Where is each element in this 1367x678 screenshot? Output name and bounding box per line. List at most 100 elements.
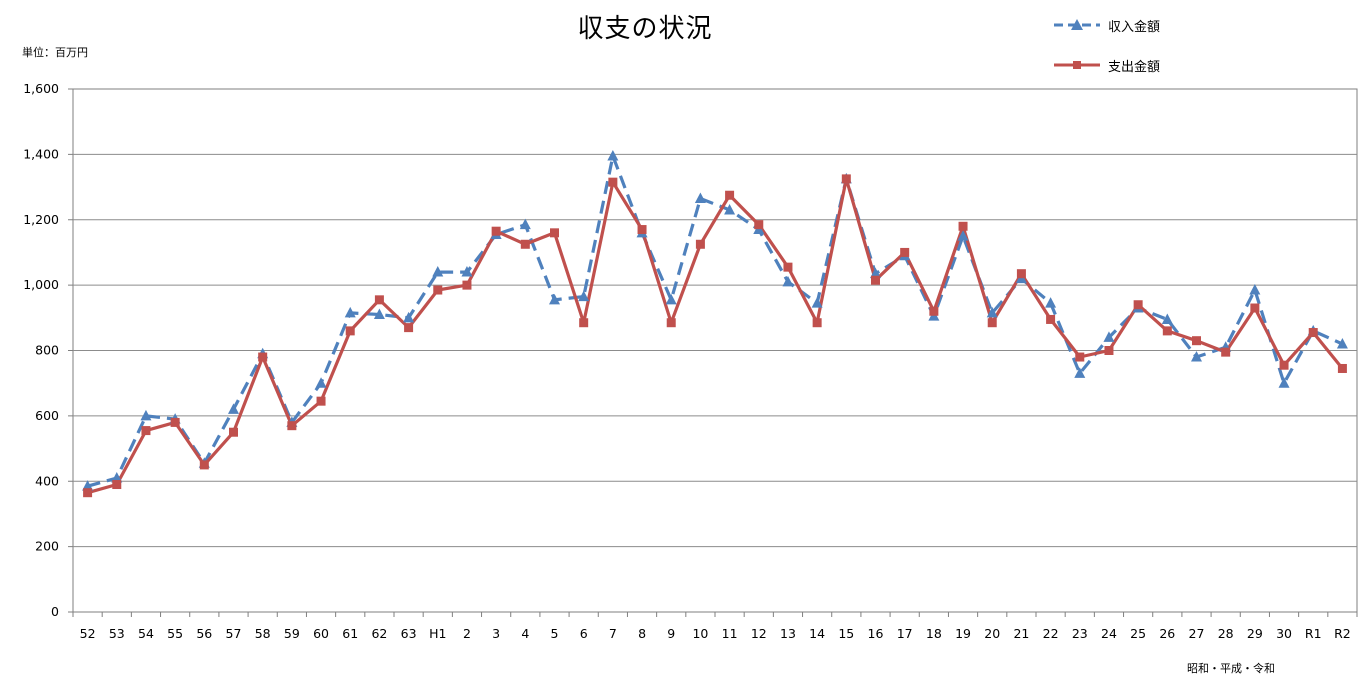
x-tick-label: 54 bbox=[138, 626, 154, 641]
x-tick-label: 30 bbox=[1276, 626, 1292, 641]
x-tick-label: 18 bbox=[926, 626, 942, 641]
data-point-income bbox=[82, 480, 94, 491]
data-point-expense bbox=[229, 427, 238, 437]
data-point-expense bbox=[1104, 346, 1114, 355]
data-point-expense bbox=[83, 488, 93, 498]
data-point-expense bbox=[1016, 269, 1026, 279]
y-tick-label: 1,600 bbox=[23, 81, 59, 96]
y-tick-label: 1,400 bbox=[23, 146, 59, 161]
x-tick-label: 57 bbox=[226, 626, 242, 641]
x-tick-label: 13 bbox=[780, 626, 796, 641]
data-point-income bbox=[694, 192, 706, 204]
data-point-expense bbox=[1192, 336, 1201, 346]
data-point-expense bbox=[141, 426, 151, 436]
data-point-expense bbox=[958, 221, 968, 231]
legend: 収入金額 支出金額 bbox=[1052, 14, 1160, 94]
data-point-expense bbox=[812, 318, 822, 328]
data-point-expense bbox=[199, 460, 209, 470]
data-point-income bbox=[228, 403, 239, 414]
x-tick-label: 55 bbox=[167, 626, 183, 641]
x-tick-label: 12 bbox=[751, 626, 767, 641]
data-point-expense bbox=[900, 247, 910, 257]
x-tick-label: 6 bbox=[580, 626, 588, 641]
x-tick-label: 16 bbox=[868, 626, 884, 641]
data-point-income bbox=[111, 471, 123, 483]
data-point-income bbox=[403, 311, 415, 323]
data-point-expense bbox=[871, 275, 880, 285]
legend-label-expense: 支出金額 bbox=[1108, 59, 1161, 75]
data-point-expense bbox=[287, 421, 297, 431]
data-point-expense bbox=[841, 174, 851, 184]
data-point-expense bbox=[725, 190, 735, 200]
data-point-income bbox=[607, 150, 619, 161]
data-point-expense bbox=[579, 318, 589, 328]
y-tick-label: 200 bbox=[35, 539, 59, 554]
x-tick-label: 17 bbox=[897, 626, 913, 641]
legend-swatch-expense bbox=[1054, 61, 1100, 69]
data-point-income bbox=[1074, 367, 1086, 378]
data-point-income bbox=[578, 290, 590, 302]
data-point-expense bbox=[520, 239, 530, 249]
data-point-expense bbox=[695, 239, 705, 249]
data-point-expense bbox=[987, 318, 997, 328]
x-tick-label: 63 bbox=[401, 626, 417, 641]
x-tick-label: 26 bbox=[1159, 626, 1175, 641]
data-point-income bbox=[986, 306, 998, 318]
x-tick-label: 15 bbox=[838, 626, 854, 641]
data-point-income bbox=[461, 266, 473, 277]
data-point-expense bbox=[433, 285, 443, 295]
data-point-expense bbox=[783, 262, 793, 272]
data-point-income bbox=[957, 230, 969, 241]
x-tick-label: 59 bbox=[284, 626, 300, 641]
data-point-expense bbox=[1162, 326, 1172, 336]
legend-item-expense: 支出金額 bbox=[1052, 54, 1160, 76]
x-tick-label: 14 bbox=[809, 626, 825, 641]
data-point-income bbox=[1336, 337, 1348, 349]
y-tick-label: 0 bbox=[51, 604, 59, 619]
data-point-expense bbox=[462, 280, 472, 290]
x-axis-caption: 昭和・平成・令和 bbox=[1187, 662, 1275, 675]
data-point-income bbox=[1103, 331, 1115, 342]
data-point-income bbox=[665, 293, 677, 305]
legend-label-income: 収入金額 bbox=[1108, 19, 1161, 35]
x-tick-label: 9 bbox=[667, 626, 675, 641]
x-tick-label: 4 bbox=[521, 626, 529, 641]
x-tick-label: 24 bbox=[1101, 626, 1117, 641]
chart-title: 収支の状況 bbox=[577, 14, 713, 44]
data-point-income bbox=[1045, 297, 1057, 308]
data-point-expense bbox=[929, 306, 939, 316]
data-point-expense bbox=[1308, 328, 1318, 338]
data-point-expense bbox=[1279, 360, 1289, 370]
data-point-income bbox=[1161, 313, 1173, 324]
x-tick-label: H1 bbox=[429, 626, 446, 641]
x-tick-label: 20 bbox=[984, 626, 1000, 641]
x-tick-label: 58 bbox=[255, 626, 271, 641]
data-point-income bbox=[549, 293, 560, 305]
data-point-income bbox=[140, 409, 152, 421]
x-tick-label: 25 bbox=[1130, 626, 1146, 641]
x-tick-label: 62 bbox=[371, 626, 387, 641]
data-point-expense bbox=[550, 228, 559, 238]
data-point-income bbox=[1249, 284, 1261, 295]
data-point-income bbox=[870, 267, 881, 279]
x-tick-label: 7 bbox=[609, 626, 617, 641]
data-point-income bbox=[315, 377, 327, 388]
data-point-expense bbox=[316, 396, 326, 406]
x-tick-label: R1 bbox=[1305, 626, 1322, 641]
x-tick-label: 3 bbox=[492, 626, 500, 641]
data-point-expense bbox=[1046, 314, 1056, 324]
data-point-expense bbox=[1337, 363, 1347, 373]
data-point-expense bbox=[754, 220, 764, 230]
data-point-income bbox=[373, 308, 385, 320]
legend-item-income: 収入金額 bbox=[1052, 14, 1160, 36]
data-point-income bbox=[432, 266, 444, 277]
data-point-expense bbox=[112, 480, 122, 490]
data-point-expense bbox=[1250, 303, 1260, 313]
data-point-expense bbox=[1075, 352, 1085, 362]
data-point-expense bbox=[374, 295, 384, 305]
y-tick-label: 1,000 bbox=[23, 277, 59, 292]
unit-label: 単位：百万円 bbox=[22, 46, 88, 59]
y-tick-label: 1,200 bbox=[23, 212, 59, 227]
x-tick-label: 29 bbox=[1247, 626, 1263, 641]
